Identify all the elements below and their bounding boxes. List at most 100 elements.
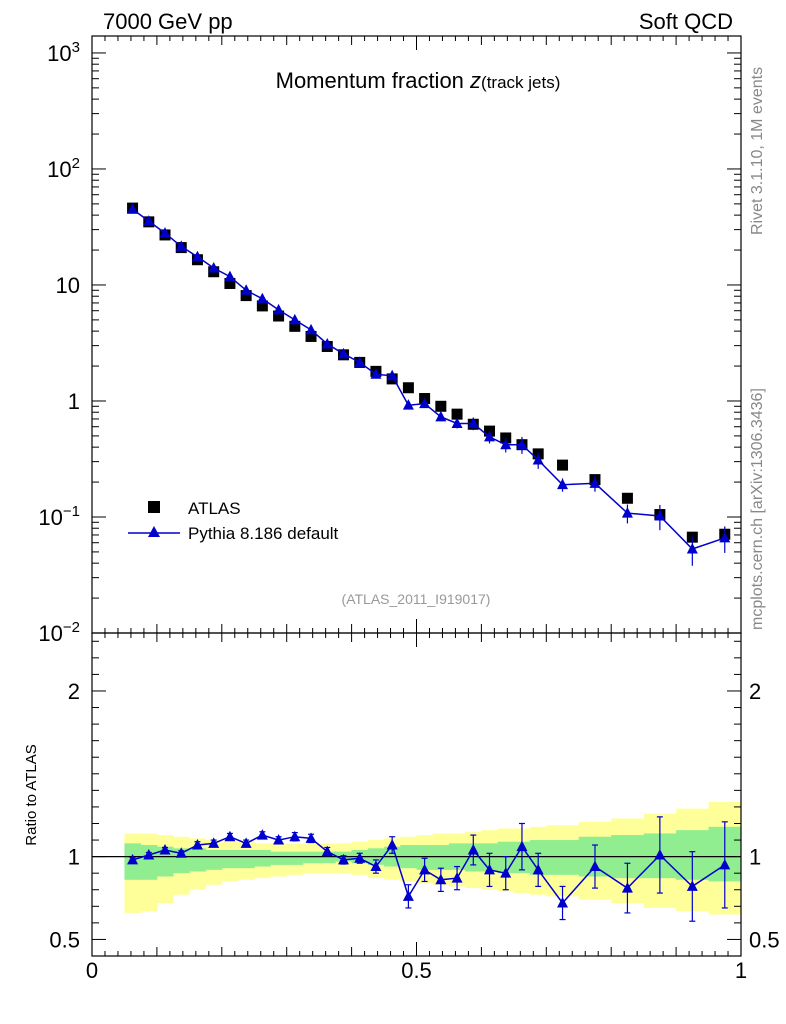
- ratio-green-band: [416, 845, 434, 870]
- ratio-green-band: [286, 851, 304, 865]
- pythia-marker: [305, 323, 317, 335]
- main-y-tick-label: 10−1: [38, 503, 80, 530]
- main-y-tick-label: 102: [47, 155, 80, 182]
- ratio-pythia-marker: [224, 830, 236, 842]
- atlas-marker: [256, 300, 268, 312]
- pythia-marker: [224, 270, 236, 282]
- atlas-marker: [435, 400, 447, 412]
- ratio-pythia-marker: [451, 872, 463, 883]
- legend-atlas-marker: [148, 501, 160, 513]
- ratio-pythia-marker: [143, 848, 155, 860]
- ratio-pythia-line: [132, 834, 726, 905]
- atlas-marker: [224, 277, 236, 289]
- ratio-pythia-marker: [321, 845, 333, 857]
- main-series: [127, 202, 731, 566]
- ratio-pythia-marker: [516, 840, 528, 852]
- pythia-marker: [191, 250, 203, 262]
- ratio-pythia-marker: [532, 863, 544, 875]
- pythia-marker: [402, 399, 414, 410]
- pythia-marker: [240, 284, 252, 295]
- pythia-marker: [686, 542, 698, 554]
- main-plot-frame: [91, 35, 742, 634]
- pythia-marker: [484, 430, 496, 442]
- ratio-green-band: [221, 849, 239, 869]
- process-label: Soft QCD: [639, 9, 733, 34]
- main-y-tick-label: 103: [47, 39, 80, 66]
- ratio-pythia-marker: [305, 832, 317, 843]
- pythia-marker: [451, 417, 463, 428]
- ratio-pythia-marker: [386, 839, 398, 850]
- ratio-y-tick-label-right: 0.5: [749, 927, 780, 952]
- pythia-marker: [654, 509, 666, 521]
- pythia-marker: [175, 240, 187, 251]
- ratio-y-tick-label-left: 0.5: [49, 927, 80, 952]
- ratio-y-tick-label-left: 1: [68, 845, 80, 870]
- atlas-marker: [273, 310, 285, 322]
- ratio-y-axis-label: Ratio to ATLAS: [23, 744, 40, 845]
- ratio-y-tick-label-right: 2: [749, 679, 761, 704]
- ratio-green-band: [302, 851, 320, 864]
- pythia-marker: [321, 337, 333, 349]
- atlas-marker: [240, 290, 252, 302]
- pythia-marker: [557, 478, 569, 490]
- plot-title: Momentum fraction z(track jets): [276, 68, 561, 93]
- ratio-frame: 0.5 0.51 12 20 0.5 1: [49, 632, 780, 983]
- source-label: mcplots.cern.ch [arXiv:1306.3436]: [749, 388, 766, 630]
- reference-label: (ATLAS_2011_I919017): [342, 591, 491, 607]
- pythia-marker: [370, 368, 382, 379]
- main-y-tick-label: 10−2: [38, 619, 80, 646]
- rivet-version-label: Rivet 3.1.10, 1M events: [749, 67, 766, 235]
- pythia-marker: [419, 397, 431, 409]
- pythia-marker: [208, 262, 220, 273]
- x-tick-label: 0.5: [401, 958, 432, 983]
- ratio-pythia-marker: [208, 837, 220, 848]
- ratio-bands: [124, 801, 742, 915]
- ratio-green-band: [546, 840, 580, 875]
- ratio-y-tick-label-left: 2: [68, 679, 80, 704]
- legend-pythia-label: Pythia 8.186 default: [188, 524, 339, 543]
- legend-pythia-marker: [148, 526, 160, 537]
- ratio-pythia-marker: [289, 830, 301, 842]
- atlas-marker: [621, 492, 633, 504]
- ratio-green-band: [319, 851, 336, 864]
- pythia-marker: [532, 453, 544, 465]
- ratio-pythia-marker: [370, 860, 382, 872]
- ratio-pythia-marker: [500, 867, 512, 878]
- ratio-y-tick-label-right: 1: [749, 845, 761, 870]
- pythia-marker: [719, 531, 731, 543]
- pythia-marker: [289, 313, 301, 325]
- pythia-marker: [337, 347, 349, 359]
- ratio-pythia-marker: [719, 858, 731, 870]
- ratio-green-band: [189, 848, 206, 872]
- pythia-marker: [143, 215, 155, 226]
- ratio-pythia-marker: [127, 853, 139, 865]
- ratio-pythia-marker: [273, 834, 285, 845]
- ratio-pythia-marker: [686, 880, 698, 891]
- ratio-green-band: [205, 849, 223, 870]
- atlas-marker: [402, 382, 414, 394]
- pythia-marker: [256, 292, 268, 304]
- pythia-marker: [273, 303, 285, 315]
- ratio-pythia-marker: [484, 863, 496, 875]
- pythia-marker: [354, 356, 366, 367]
- ratio-pythia-marker: [191, 839, 203, 850]
- ratio-series: [127, 816, 731, 922]
- ratio-pythia-marker: [240, 837, 252, 848]
- ratio-green-band: [173, 848, 190, 874]
- legend-atlas-label: ATLAS: [188, 499, 241, 518]
- ratio-pythia-marker: [589, 860, 601, 872]
- legend: ATLAS Pythia 8.186 default: [128, 499, 339, 543]
- x-tick-label: 0: [86, 958, 98, 983]
- ratio-pythia-marker: [256, 829, 268, 840]
- atlas-marker: [557, 459, 569, 471]
- main-y-tick-label: 10: [56, 273, 80, 298]
- pythia-marker: [500, 438, 512, 450]
- pythia-marker: [435, 410, 447, 422]
- ratio-pythia-marker: [557, 896, 569, 908]
- atlas-marker: [289, 320, 301, 332]
- beam-label: 7000 GeV pp: [103, 9, 233, 34]
- pythia-marker: [386, 369, 398, 381]
- atlas-marker: [305, 330, 317, 342]
